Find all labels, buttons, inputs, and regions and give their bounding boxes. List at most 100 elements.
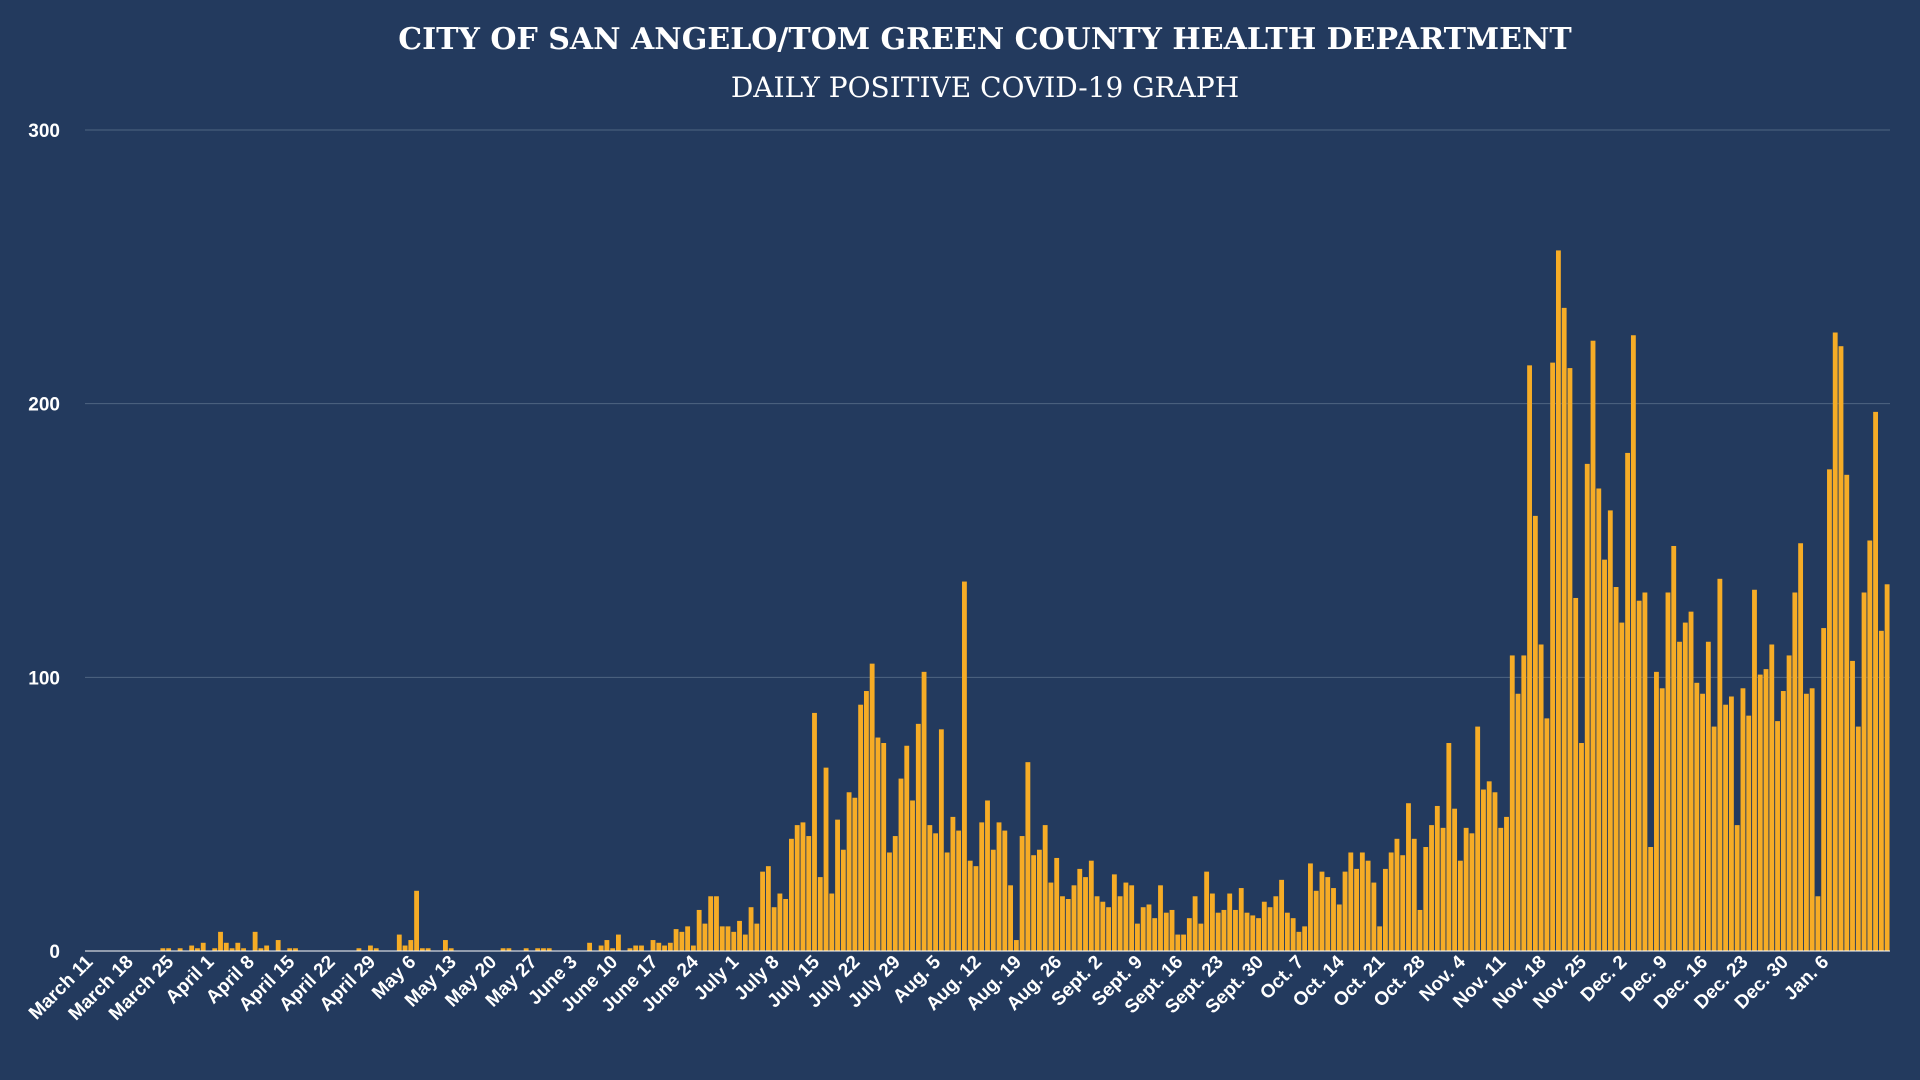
bar-day-242 (1481, 789, 1486, 951)
bar-day-96 (639, 945, 644, 951)
bar-day-297 (1798, 543, 1804, 951)
bar-day-298 (1803, 693, 1809, 951)
y-tick-label: 300 (28, 121, 60, 142)
bar-day-280 (1700, 693, 1705, 951)
bar-day-49 (368, 945, 373, 951)
bar-day-220 (1354, 868, 1359, 951)
bar-day-301 (1821, 628, 1827, 951)
bar-day-171 (1071, 885, 1077, 951)
bar-day-221 (1359, 852, 1365, 951)
bar-day-59 (425, 948, 431, 951)
bar-day-138 (881, 743, 887, 951)
bar-day-120 (777, 893, 783, 951)
bar-day-192 (1192, 896, 1198, 951)
bar-day-260 (1584, 463, 1590, 951)
bar-day-283 (1717, 578, 1723, 951)
bar-day-290 (1757, 674, 1763, 951)
bar-day-154 (973, 866, 979, 951)
bar-day-305 (1844, 474, 1850, 951)
bar-day-275 (1671, 545, 1677, 951)
bar-day-169 (1060, 896, 1065, 951)
bar-day-73 (506, 948, 512, 951)
bar-day-288 (1746, 715, 1752, 951)
bar-day-285 (1728, 696, 1734, 951)
bar-day-291 (1763, 669, 1769, 951)
bar-day-246 (1504, 816, 1509, 951)
bar-day-182 (1135, 923, 1140, 951)
bar-day-214 (1319, 871, 1325, 951)
bar-day-236 (1446, 743, 1452, 951)
bar-day-124 (800, 822, 806, 951)
bar-day-263 (1602, 559, 1607, 951)
bar-day-50 (373, 948, 379, 951)
bar-day-92 (616, 934, 621, 951)
bar-day-123 (794, 825, 800, 951)
bar-day-105 (690, 945, 696, 951)
bar-day-22 (212, 948, 218, 951)
bar-day-156 (985, 800, 990, 951)
bar-day-247 (1509, 655, 1515, 951)
bar-day-102 (673, 929, 679, 951)
bar-day-104 (685, 926, 691, 951)
bar-day-269 (1636, 600, 1642, 951)
bar-day-172 (1077, 868, 1083, 951)
bar-day-135 (863, 691, 869, 951)
bar-day-20 (200, 942, 206, 951)
bar-day-231 (1417, 909, 1423, 951)
bar-day-125 (806, 836, 812, 951)
bar-day-57 (414, 890, 420, 951)
bar-day-91 (610, 948, 616, 951)
bar-day-121 (783, 899, 789, 951)
bar-day-284 (1723, 704, 1729, 951)
bar-day-24 (223, 942, 229, 951)
bar-day-136 (869, 663, 875, 951)
bar-day-273 (1659, 688, 1665, 951)
bar-day-249 (1521, 655, 1527, 951)
bar-day-279 (1694, 682, 1700, 951)
bar-day-222 (1365, 860, 1371, 951)
bar-day-253 (1544, 718, 1550, 951)
bar-day-203 (1256, 918, 1261, 951)
bar-day-164 (1031, 855, 1037, 951)
bar-day-198 (1227, 893, 1233, 951)
bar-day-18 (189, 945, 195, 951)
bar-day-241 (1475, 726, 1481, 951)
bar-day-193 (1198, 923, 1204, 951)
bar-day-129 (829, 893, 835, 951)
bar-day-287 (1740, 688, 1746, 951)
bar-day-237 (1452, 808, 1458, 951)
bar-day-281 (1705, 641, 1711, 951)
bar-day-162 (1019, 836, 1025, 951)
bar-day-101 (667, 942, 673, 951)
bar-day-165 (1036, 849, 1042, 951)
bar-day-187 (1163, 912, 1169, 951)
bar-day-293 (1775, 721, 1780, 951)
bar-day-130 (835, 819, 840, 951)
bar-day-128 (823, 767, 829, 951)
bar-day-308 (1861, 592, 1867, 951)
bar-day-142 (904, 745, 910, 951)
bar-day-166 (1042, 825, 1048, 951)
bar-day-167 (1048, 882, 1054, 951)
bar-day-115 (748, 907, 754, 951)
bar-day-98 (650, 940, 656, 951)
bar-day-255 (1555, 250, 1561, 951)
chart-subtitle: DAILY POSITIVE COVID-19 GRAPH (731, 71, 1239, 104)
bar-day-150 (950, 816, 956, 951)
bar-day-146 (927, 825, 933, 951)
bar-day-189 (1175, 934, 1181, 951)
bar-day-227 (1394, 838, 1400, 951)
bar-day-230 (1411, 838, 1417, 951)
bar-day-211 (1302, 926, 1308, 951)
bar-day-55 (402, 945, 408, 951)
bar-day-266 (1619, 622, 1625, 951)
bar-day-254 (1550, 362, 1556, 951)
bar-day-264 (1607, 510, 1613, 951)
bar-day-78 (535, 948, 541, 951)
bar-day-179 (1117, 896, 1123, 951)
bar-day-90 (604, 940, 610, 951)
bar-day-265 (1613, 587, 1619, 951)
bar-day-261 (1590, 340, 1596, 952)
bar-day-268 (1630, 335, 1636, 951)
bar-day-229 (1406, 803, 1411, 951)
